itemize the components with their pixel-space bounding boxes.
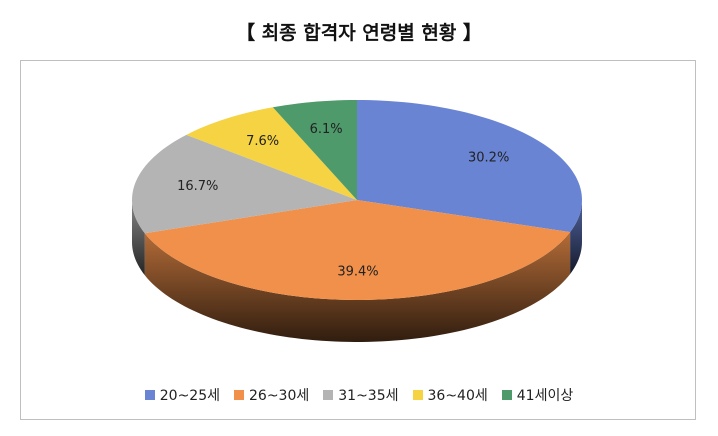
legend-swatch xyxy=(234,390,245,400)
legend-item: 36~40세 xyxy=(412,385,488,405)
legend-swatch xyxy=(501,390,512,400)
data-label: 30.2% xyxy=(468,151,509,166)
legend-label: 41세이상 xyxy=(516,388,574,404)
slice-side xyxy=(570,200,582,275)
slice xyxy=(132,134,357,234)
legend-item: 31~35세 xyxy=(323,385,399,405)
data-label: 7.6% xyxy=(246,134,279,149)
legend-item: 41세이상 xyxy=(501,385,574,405)
legend-label: 20~25세 xyxy=(159,388,221,404)
slice-side xyxy=(144,232,571,342)
legend-swatch xyxy=(144,390,155,400)
plot-frame xyxy=(20,60,696,420)
slice-side xyxy=(132,200,145,276)
chart-title: 【 최종 합격자 연령별 현황 】 xyxy=(236,22,482,44)
slice xyxy=(186,107,357,200)
legend: 20~25세 26~30세 31~35세 36~40세 41세이상 xyxy=(0,385,718,405)
slice xyxy=(144,200,571,300)
data-label: 6.1% xyxy=(310,122,343,137)
data-label: 39.4% xyxy=(337,264,378,279)
legend-item: 26~30세 xyxy=(234,385,309,405)
legend-label: 31~35세 xyxy=(338,388,399,404)
legend-swatch xyxy=(412,390,423,400)
legend-swatch xyxy=(323,390,334,400)
slice xyxy=(272,100,357,200)
data-label: 16.7% xyxy=(177,179,218,194)
legend-label: 26~30세 xyxy=(249,388,310,404)
legend-item: 20~25세 xyxy=(144,385,221,405)
legend-label: 36~40세 xyxy=(427,388,488,404)
slice xyxy=(357,100,582,233)
